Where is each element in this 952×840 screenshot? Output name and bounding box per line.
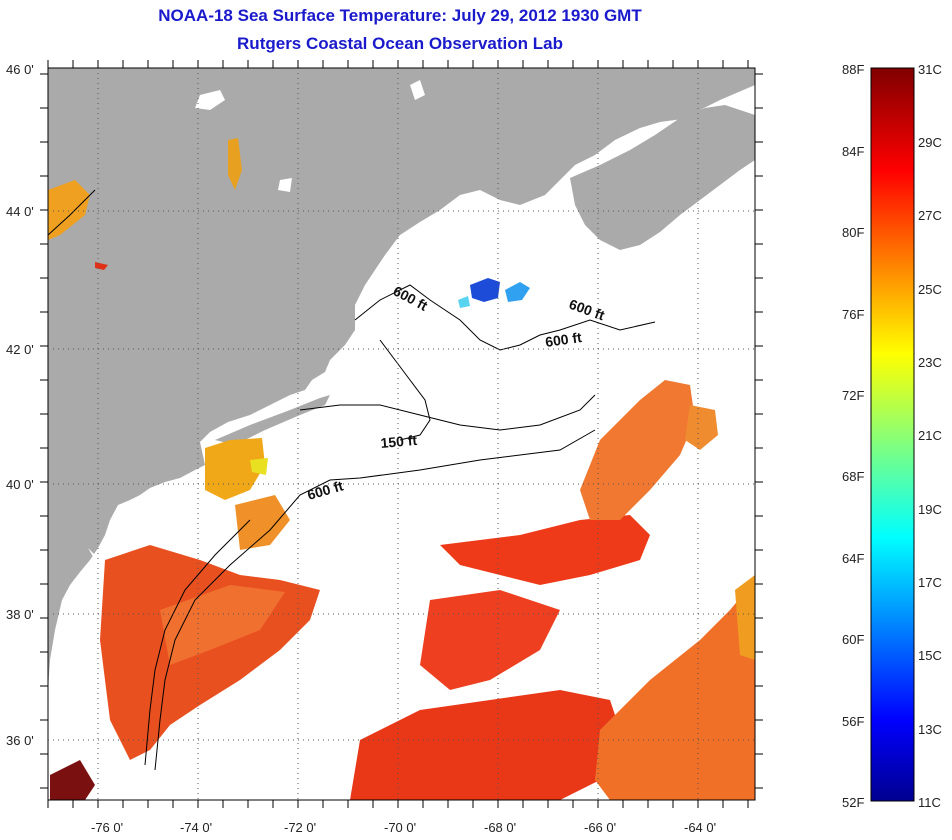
colorbar-f-label: 68F bbox=[842, 469, 864, 484]
lon-label: -76 0' bbox=[91, 820, 123, 835]
colorbar-f-label: 52F bbox=[842, 795, 864, 810]
lat-label: 42 0' bbox=[6, 342, 34, 357]
colorbar-c-label: 19C bbox=[918, 502, 942, 517]
colorbar-f-label: 76F bbox=[842, 307, 864, 322]
bathymetry-contours bbox=[48, 189, 656, 771]
chesapeake-bay bbox=[60, 548, 100, 790]
lat-label: 36 0' bbox=[6, 733, 34, 748]
graticule bbox=[48, 68, 755, 800]
land-long-island bbox=[215, 395, 330, 445]
contour-label: 150 ft bbox=[380, 432, 418, 451]
colorbar-c-label: 27C bbox=[918, 208, 942, 223]
colorbar-c-label: 15C bbox=[918, 648, 942, 663]
lon-label: -72 0' bbox=[284, 820, 316, 835]
inland-lake bbox=[278, 178, 292, 192]
colorbar-c-label: 11C bbox=[918, 795, 941, 810]
colorbar-f-label: 72F bbox=[842, 388, 864, 403]
colorbar-c-label: 13C bbox=[918, 722, 942, 737]
colorbar-c-label: 25C bbox=[918, 282, 942, 297]
colorbar-f-label: 56F bbox=[842, 714, 864, 729]
colorbar-f-label: 60F bbox=[842, 632, 864, 647]
axis-ticks bbox=[40, 60, 763, 808]
colorbar-c-label: 31C bbox=[918, 62, 942, 77]
lon-label: -68 0' bbox=[484, 820, 516, 835]
contour-label: 600 ft bbox=[544, 329, 583, 350]
map-title: NOAA-18 Sea Surface Temperature: July 29… bbox=[158, 6, 642, 25]
colorbar-c-label: 21C bbox=[918, 428, 942, 443]
map-subtitle: Rutgers Coastal Ocean Observation Lab bbox=[237, 34, 563, 53]
lat-label: 44 0' bbox=[6, 204, 34, 219]
colorbar-c-label: 17C bbox=[918, 575, 942, 590]
lat-label: 38 0' bbox=[6, 607, 34, 622]
delaware-bay bbox=[115, 510, 130, 545]
map-frame bbox=[47, 67, 756, 801]
land-nova-scotia bbox=[570, 105, 755, 250]
sst-data-layer bbox=[48, 138, 755, 800]
colorbar-f-label: 64F bbox=[842, 551, 864, 566]
colorbar-f-label: 88F bbox=[842, 62, 864, 77]
colorbar-c-label: 23C bbox=[918, 355, 942, 370]
lon-label: -74 0' bbox=[180, 820, 212, 835]
inland-lake bbox=[410, 80, 425, 100]
lon-label: -64 0' bbox=[684, 820, 716, 835]
lat-label: 46 0' bbox=[6, 62, 34, 77]
inland-lake bbox=[195, 90, 225, 110]
land-mainland bbox=[48, 68, 755, 690]
lat-label: 40 0' bbox=[6, 477, 34, 492]
colorbar-gradient bbox=[870, 67, 915, 802]
lon-label: -66 0' bbox=[584, 820, 616, 835]
lon-label: -70 0' bbox=[384, 820, 416, 835]
colorbar-f-label: 80F bbox=[842, 225, 864, 240]
colorbar-f-label: 84F bbox=[842, 144, 864, 159]
colorbar-c-label: 29C bbox=[918, 135, 942, 150]
